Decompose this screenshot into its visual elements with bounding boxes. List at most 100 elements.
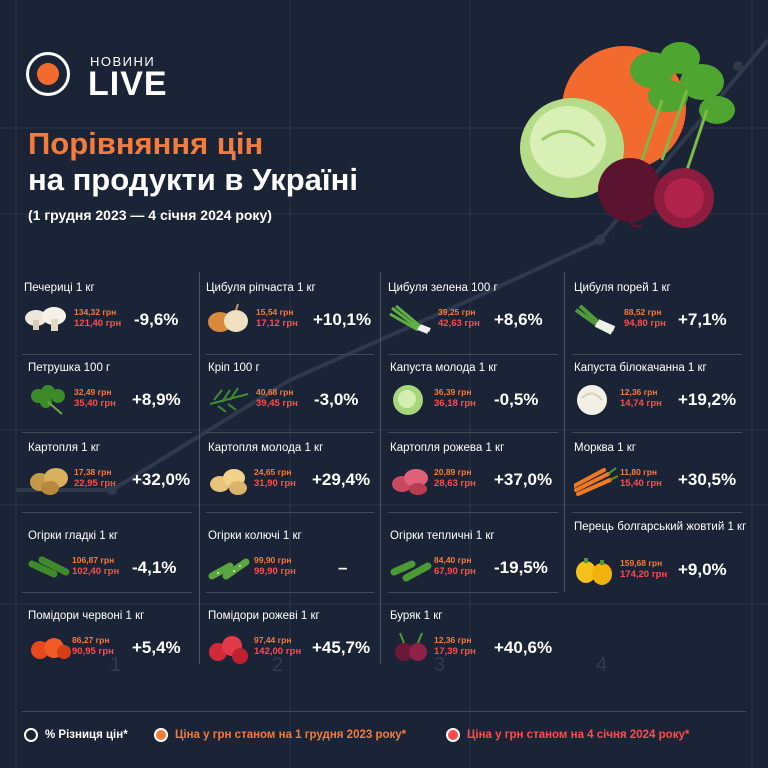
legend-item-diff: % Різниця цін* xyxy=(24,728,128,744)
product-name: Перець болгарський жовтий 1 кг xyxy=(574,521,747,533)
price-change: +30,5% xyxy=(678,470,737,489)
price-new: 14,74 грн xyxy=(620,398,662,409)
product-card: Картопля молода 1 кг 24,65 грн 31,90 грн… xyxy=(208,442,388,520)
white-dot-icon xyxy=(24,728,38,742)
white-cabbage-icon xyxy=(577,385,607,415)
price-new: 36,18 грн xyxy=(434,398,476,409)
price-change: +37,0% xyxy=(494,470,553,489)
logo-big-text: LIVE xyxy=(88,65,168,103)
product-name: Помідори червоні 1 кг xyxy=(28,610,145,622)
product-name: Кріп 100 г xyxy=(208,362,260,374)
price-new: 67,90 грн xyxy=(434,566,476,577)
row-divider xyxy=(22,354,192,355)
price-old: 159,68 грн xyxy=(620,558,663,568)
product-card: Огірки гладкі 1 кг 106,87 грн 102,40 грн… xyxy=(28,530,208,608)
product-name: Морква 1 кг xyxy=(574,442,636,454)
product-card: Капуста білокачанна 1 кг 12,36 грн 14,74… xyxy=(574,362,754,440)
young-potato-icon xyxy=(210,469,247,495)
logo-small-text: НОВИНИ xyxy=(90,54,156,69)
title-line-2: на продукти в Україні xyxy=(28,162,358,197)
price-new: 35,40 грн xyxy=(74,398,116,409)
price-old: 106,87 грн xyxy=(72,555,115,565)
product-name: Огірки тепличні 1 кг xyxy=(390,530,495,542)
price-change: +40,6% xyxy=(494,638,553,657)
price-new: 90,95 грн xyxy=(72,646,114,657)
grid-label-2: 2 xyxy=(272,654,284,676)
price-change: +8,6% xyxy=(494,310,543,329)
grid-label-3: 3 xyxy=(434,654,446,676)
price-change: +29,4% xyxy=(312,470,371,489)
price-change: +45,7% xyxy=(312,638,371,657)
logo-dot-icon xyxy=(37,63,59,85)
price-new: 121,40 грн xyxy=(74,318,122,329)
price-old: 12,36 грн xyxy=(434,635,472,645)
product-name: Капуста білокачанна 1 кг xyxy=(574,362,707,374)
product-card: Цибуля ріпчаста 1 кг 15,54 грн 17,12 грн… xyxy=(206,282,386,360)
price-old: 17,38 грн xyxy=(74,467,112,477)
product-name: Петрушка 100 г xyxy=(28,362,111,374)
row-divider xyxy=(22,592,192,593)
row-divider xyxy=(388,512,558,513)
subtitle: (1 грудня 2023 — 4 січня 2024 року) xyxy=(28,207,272,223)
row-divider xyxy=(572,512,742,513)
price-new: 102,40 грн xyxy=(72,566,120,577)
product-name: Капуста молода 1 кг xyxy=(390,362,498,374)
row-divider xyxy=(572,354,742,355)
price-new: 142,00 грн xyxy=(254,646,302,657)
price-change: -9,6% xyxy=(134,310,179,329)
parsley-icon xyxy=(31,385,65,415)
row-divider xyxy=(206,354,374,355)
price-new: 39,45 грн xyxy=(256,398,298,409)
logo-ring-icon xyxy=(26,52,70,96)
price-new: 17,12 грн xyxy=(256,318,298,329)
price-change: -0,5% xyxy=(494,390,539,409)
product-card: Картопля рожева 1 кг 20,89 грн 28,63 грн… xyxy=(390,442,570,520)
price-change: -4,1% xyxy=(132,558,177,577)
column-divider xyxy=(199,272,200,664)
price-change: -19,5% xyxy=(494,558,548,577)
price-new: 42,63 грн xyxy=(438,318,480,329)
price-change: +7,1% xyxy=(678,310,727,329)
greenhouse-cucumber-icon xyxy=(390,560,432,582)
product-name: Помідори рожеві 1 кг xyxy=(208,610,320,622)
brand-logo: НОВИНИ LIVE xyxy=(26,52,186,104)
red-dot-icon xyxy=(446,728,460,742)
price-change: +9,0% xyxy=(678,560,727,579)
product-card: Цибуля порей 1 кг 88,52 грн 94,80 грн +7… xyxy=(574,282,754,360)
price-new: 99,90 грн xyxy=(254,566,296,577)
price-change: +10,1% xyxy=(313,310,372,329)
product-card: Цибуля зелена 100 г 39,25 грн 42,63 грн … xyxy=(388,282,568,360)
price-old: 40,68 грн xyxy=(256,387,294,397)
young-cabbage-icon xyxy=(393,385,423,415)
carrot-icon xyxy=(574,467,618,496)
product-card: Морква 1 кг 11,80 грн 15,40 грн +30,5% xyxy=(574,442,754,520)
product-name: Печериці 1 кг xyxy=(24,282,95,294)
onion-icon xyxy=(208,303,248,332)
yellow-pepper-icon xyxy=(576,558,612,585)
price-new: 174,20 грн xyxy=(620,569,668,580)
legend-divider xyxy=(22,711,746,712)
red-tomato-icon xyxy=(31,638,71,659)
price-new: 28,63 грн xyxy=(434,478,476,489)
product-name: Картопля рожева 1 кг xyxy=(390,442,505,454)
product-card: Помідори рожеві 1 кг 97,44 грн 142,00 гр… xyxy=(208,610,388,688)
product-card: Картопля 1 кг 17,38 грн 22,95 грн +32,0% xyxy=(28,442,208,520)
grid-label-1: 1 xyxy=(110,654,122,676)
product-name: Цибуля зелена 100 г xyxy=(388,282,498,294)
product-name: Огірки гладкі 1 кг xyxy=(28,530,119,542)
row-divider xyxy=(206,592,374,593)
product-card: Огірки тепличні 1 кг 84,40 грн 67,90 грн… xyxy=(390,530,570,608)
row-divider xyxy=(22,512,192,513)
price-new: 15,40 грн xyxy=(620,478,662,489)
price-change: +5,4% xyxy=(132,638,181,657)
product-name: Цибуля ріпчаста 1 кг xyxy=(206,282,316,294)
legend-diff-label: % Різниця цін* xyxy=(45,729,128,741)
price-change: +32,0% xyxy=(132,470,191,489)
row-divider xyxy=(206,512,374,513)
price-old: 88,52 грн xyxy=(624,307,662,317)
price-old: 32,49 грн xyxy=(74,387,112,397)
price-change: -3,0% xyxy=(314,390,359,409)
prickly-cucumber-icon xyxy=(208,558,250,580)
row-divider xyxy=(388,432,558,433)
price-new: 17,39 грн xyxy=(434,646,476,657)
